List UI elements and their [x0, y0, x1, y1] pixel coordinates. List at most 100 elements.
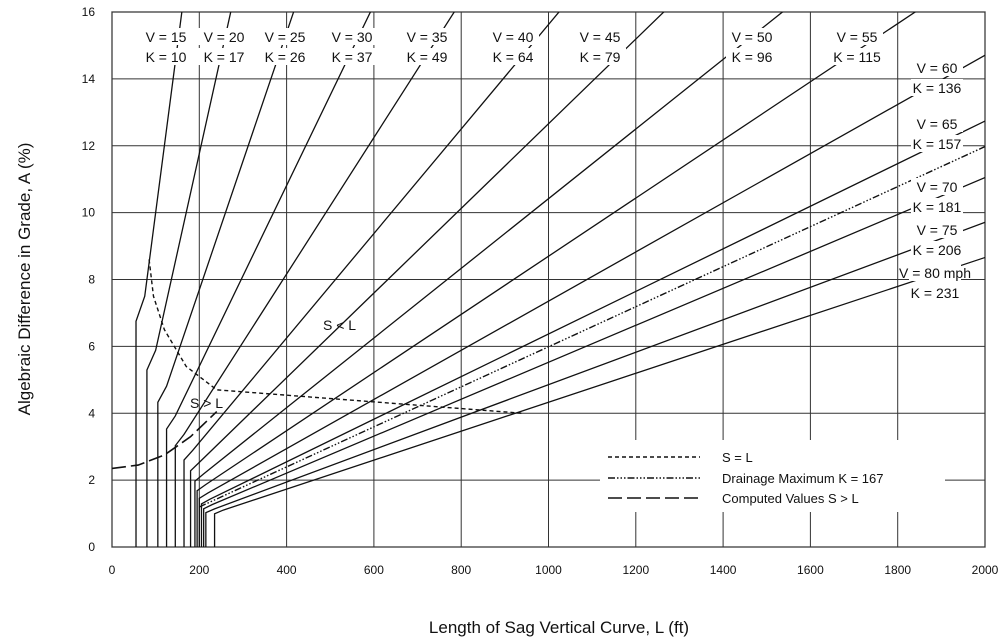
y-tick-label: 10 [82, 206, 96, 220]
curve-label-background [198, 28, 250, 45]
curve-label-speed: V = 65 [917, 116, 958, 132]
x-axis-label: Length of Sag Vertical Curve, L (ft) [429, 618, 689, 637]
curve-label-k: K = 231 [911, 285, 960, 301]
curve-label-background [911, 79, 963, 96]
design-curve-12 [203, 176, 985, 547]
curve-label-background [326, 28, 378, 45]
curve-label-k: K = 157 [913, 136, 962, 152]
curve-label-speed: V = 75 [917, 222, 958, 238]
curve-labels: V = 15 K = 10 V = 20 K = 17 V = 25 K = 26 V = … [140, 28, 971, 301]
curve-label-background [911, 115, 963, 132]
curve-label-speed: V = 55 [837, 29, 878, 45]
x-tick-label: 1800 [884, 563, 911, 577]
s-equals-l-line [148, 259, 523, 414]
y-tick-label: 6 [88, 339, 95, 353]
curve-label-background [259, 48, 311, 65]
design-curve-14 [213, 256, 985, 547]
design-curve-7 [189, 12, 665, 547]
curve-label-background [487, 28, 539, 45]
x-tick-label: 800 [451, 563, 471, 577]
curve-label-background [911, 241, 963, 258]
curve-label-speed: V = 70 [917, 179, 958, 195]
curve-label-speed: V = 40 [493, 29, 534, 45]
curve-label-speed: V = 35 [407, 29, 448, 45]
curve-label-background [911, 59, 963, 76]
curve-label-background [326, 48, 378, 65]
curve-label-background [574, 28, 626, 45]
curve-label-k: K = 79 [580, 49, 621, 65]
curve-label-k: K = 181 [913, 199, 962, 215]
legend-label-computed: Computed Values S > L [722, 491, 859, 506]
x-tick-label: 2000 [972, 563, 998, 577]
design-curve-1 [135, 12, 183, 547]
curve-label-background [198, 48, 250, 65]
curve-label-k: K = 206 [913, 242, 962, 258]
curve-label-background [911, 221, 963, 238]
design-curve-6 [183, 12, 560, 547]
curve-label-background [259, 28, 311, 45]
curve-label-speed: V = 15 [146, 29, 187, 45]
curve-label-k: K = 136 [913, 80, 962, 96]
curve-label-background [911, 198, 963, 215]
x-tick-label: 200 [189, 563, 209, 577]
y-tick-label: 0 [88, 540, 95, 554]
curve-label-background [831, 48, 883, 65]
legend-label-drainage: Drainage Maximum K = 167 [722, 471, 884, 486]
curve-label-speed: V = 50 [732, 29, 773, 45]
y-tick-label: 16 [82, 5, 96, 19]
curve-label-background [487, 48, 539, 65]
computed-values-line [112, 411, 218, 470]
curve-label-background [401, 28, 453, 45]
x-tick-label: 400 [277, 563, 297, 577]
design-curve-5 [174, 12, 455, 547]
y-tick-label: 8 [88, 273, 95, 287]
region-label-s-greater-l: S > L [190, 395, 223, 411]
design-curve-9 [196, 12, 917, 547]
y-axis-label: Algebraic Difference in Grade, A (%) [15, 143, 34, 416]
curve-label-background [726, 28, 778, 45]
curve-label-background [401, 48, 453, 65]
design-curve-3 [157, 12, 295, 547]
x-tick-label: 1200 [622, 563, 649, 577]
curve-label-speed: V = 80 mph [899, 265, 971, 281]
x-tick-label: 1000 [535, 563, 562, 577]
design-curve-13 [205, 221, 985, 547]
design-curve-11 [200, 120, 985, 547]
curve-label-k: K = 26 [265, 49, 306, 65]
design-curves [135, 12, 985, 547]
curve-label-background [140, 48, 192, 65]
legend: S = L Drainage Maximum K = 167 Computed … [600, 440, 945, 512]
curve-label-background [909, 284, 961, 301]
y-tick-label: 4 [88, 406, 95, 420]
x-tick-label: 0 [109, 563, 116, 577]
curve-label-speed: V = 30 [332, 29, 373, 45]
axis-ticks: 0 200 400 600 800 1000 1200 1400 1600 1800 2000 0 2 4… [82, 5, 998, 577]
curve-label-background [574, 48, 626, 65]
curve-label-speed: V = 60 [917, 60, 958, 76]
curve-label-background [911, 178, 963, 195]
curve-label-k: K = 10 [146, 49, 187, 65]
y-tick-label: 2 [88, 473, 95, 487]
curve-label-background [909, 264, 961, 281]
y-tick-label: 12 [82, 139, 96, 153]
region-label-s-less-l: S < L [323, 317, 356, 333]
y-tick-label: 14 [82, 72, 96, 86]
curve-label-background [911, 135, 963, 152]
curve-label-background [831, 28, 883, 45]
curve-label-k: K = 49 [407, 49, 448, 65]
design-curve-8 [194, 12, 784, 547]
curve-label-speed: V = 25 [265, 29, 306, 45]
curve-label-k: K = 115 [833, 49, 881, 65]
special-lines [112, 145, 985, 508]
x-tick-label: 600 [364, 563, 384, 577]
drainage-maximum-line [199, 145, 985, 508]
curve-label-k: K = 96 [732, 49, 773, 65]
design-curve-10 [198, 54, 985, 547]
curve-label-speed: V = 20 [204, 29, 245, 45]
curve-label-background [726, 48, 778, 65]
curve-label-k: K = 17 [204, 49, 245, 65]
x-tick-label: 1400 [710, 563, 737, 577]
curve-label-k: K = 37 [332, 49, 373, 65]
legend-background [600, 440, 945, 512]
